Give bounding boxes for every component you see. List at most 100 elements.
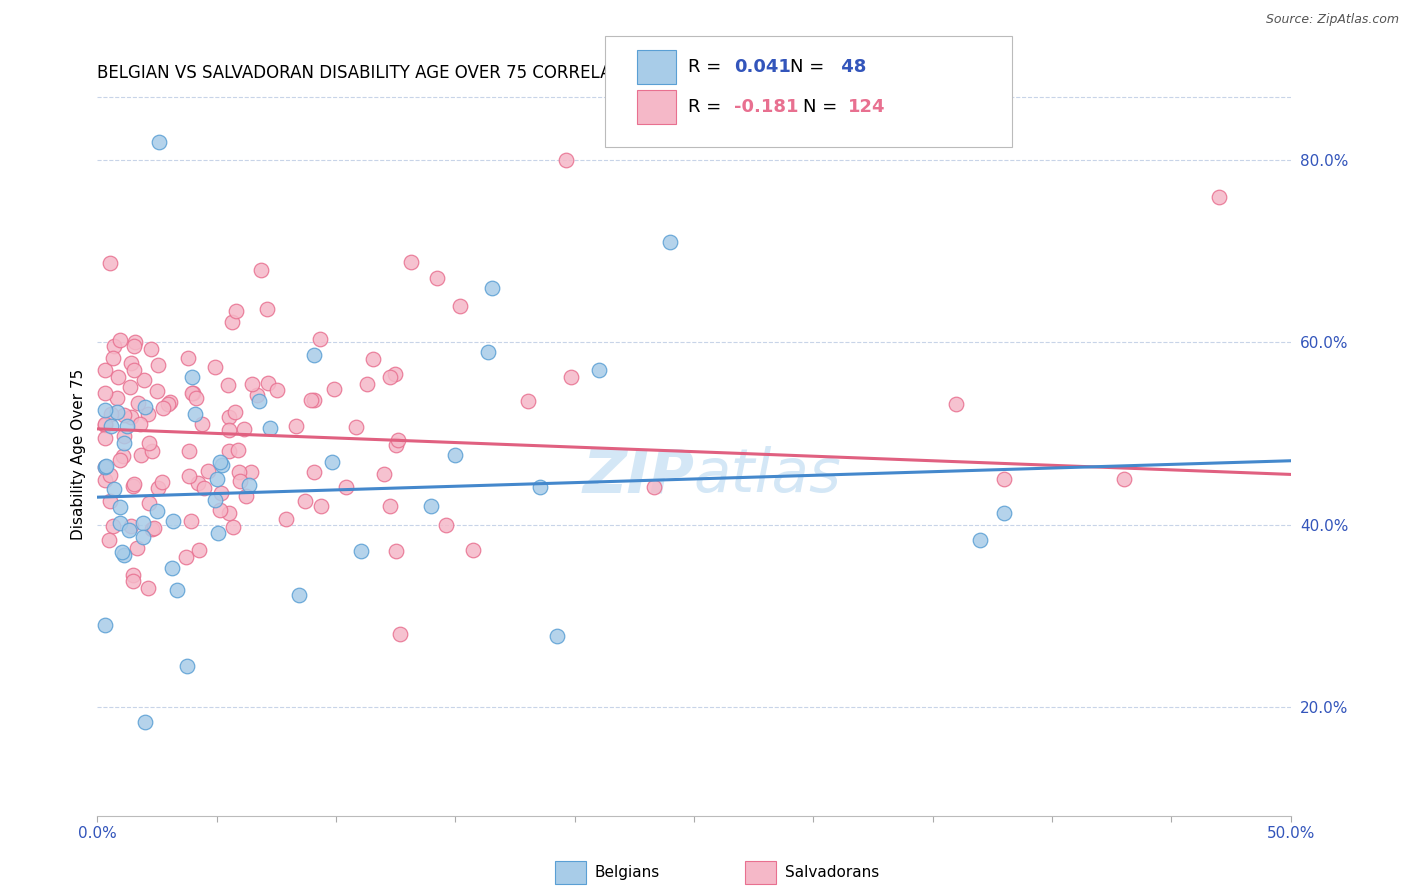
Point xyxy=(302,348,325,362)
Point xyxy=(209,455,232,469)
Point xyxy=(98,256,121,270)
Point xyxy=(207,526,229,541)
Point xyxy=(152,401,174,415)
Point xyxy=(141,343,163,357)
Point xyxy=(105,391,128,405)
Point xyxy=(120,380,142,394)
Point xyxy=(136,581,159,595)
Point xyxy=(183,385,205,400)
Point xyxy=(176,659,198,673)
Point xyxy=(191,417,214,431)
Text: Belgians: Belgians xyxy=(595,865,659,880)
Point xyxy=(110,333,132,347)
Point xyxy=(122,567,145,582)
Point xyxy=(529,480,551,494)
Point xyxy=(107,369,129,384)
Point xyxy=(294,494,316,508)
Point xyxy=(643,480,665,494)
Point xyxy=(150,475,173,489)
Text: 0.041: 0.041 xyxy=(734,58,790,76)
Point xyxy=(257,376,280,390)
Point xyxy=(208,502,231,516)
Point xyxy=(141,443,163,458)
Point xyxy=(187,476,209,491)
Point xyxy=(181,370,204,384)
Point xyxy=(993,472,1015,486)
Text: R =: R = xyxy=(688,98,727,116)
Point xyxy=(122,478,145,492)
Point xyxy=(588,362,610,376)
Point xyxy=(110,452,132,467)
Point xyxy=(101,519,124,533)
Point xyxy=(131,530,153,544)
Point xyxy=(174,550,197,565)
Point xyxy=(205,472,228,486)
Point xyxy=(101,351,124,366)
Point xyxy=(266,383,288,397)
Point xyxy=(420,499,443,513)
Point xyxy=(246,388,269,402)
Point xyxy=(204,492,226,507)
Point xyxy=(124,335,146,350)
Point xyxy=(197,464,219,478)
Text: R =: R = xyxy=(688,58,727,76)
Text: 48: 48 xyxy=(835,58,866,76)
Point xyxy=(112,548,135,562)
Point xyxy=(302,465,325,479)
Point xyxy=(256,301,278,316)
Point xyxy=(969,533,991,548)
Point xyxy=(145,384,167,399)
Point xyxy=(387,433,409,447)
Point xyxy=(93,403,115,417)
Point xyxy=(122,363,145,377)
Point xyxy=(93,459,115,474)
Point xyxy=(1112,472,1135,486)
Point xyxy=(146,504,169,518)
Text: -0.181: -0.181 xyxy=(734,98,799,116)
Point xyxy=(105,405,128,419)
Point xyxy=(481,281,503,295)
Point xyxy=(240,465,263,479)
Text: N =: N = xyxy=(803,98,842,116)
Point xyxy=(217,378,239,392)
Point xyxy=(385,544,408,558)
Point xyxy=(449,299,471,313)
Point xyxy=(120,519,142,533)
Point xyxy=(1208,189,1230,203)
Point xyxy=(134,400,156,414)
Point xyxy=(211,458,233,472)
Text: atlas: atlas xyxy=(695,446,842,505)
Point xyxy=(98,468,121,483)
Point xyxy=(238,478,260,492)
Point xyxy=(97,533,120,548)
Point xyxy=(218,506,240,520)
Point xyxy=(166,583,188,598)
Point xyxy=(103,482,125,496)
Point xyxy=(309,332,332,346)
Point xyxy=(546,629,568,643)
Point xyxy=(188,543,211,558)
Point xyxy=(224,405,246,419)
Point xyxy=(120,356,142,370)
Point xyxy=(162,514,184,528)
Point xyxy=(134,715,156,730)
Point xyxy=(180,386,202,401)
Point xyxy=(250,263,273,277)
Point xyxy=(115,419,138,434)
Text: Source: ZipAtlas.com: Source: ZipAtlas.com xyxy=(1265,13,1399,27)
Point xyxy=(356,376,378,391)
Point xyxy=(218,423,240,437)
Point xyxy=(218,444,240,458)
Point xyxy=(321,455,343,469)
Point xyxy=(108,516,131,530)
Point xyxy=(100,407,122,421)
Point xyxy=(426,270,449,285)
Point xyxy=(361,352,384,367)
Point xyxy=(389,627,412,641)
Point xyxy=(177,468,200,483)
Point xyxy=(186,392,208,406)
Point xyxy=(136,407,159,421)
Point xyxy=(176,351,198,366)
Point xyxy=(225,304,247,318)
Point xyxy=(560,370,582,384)
